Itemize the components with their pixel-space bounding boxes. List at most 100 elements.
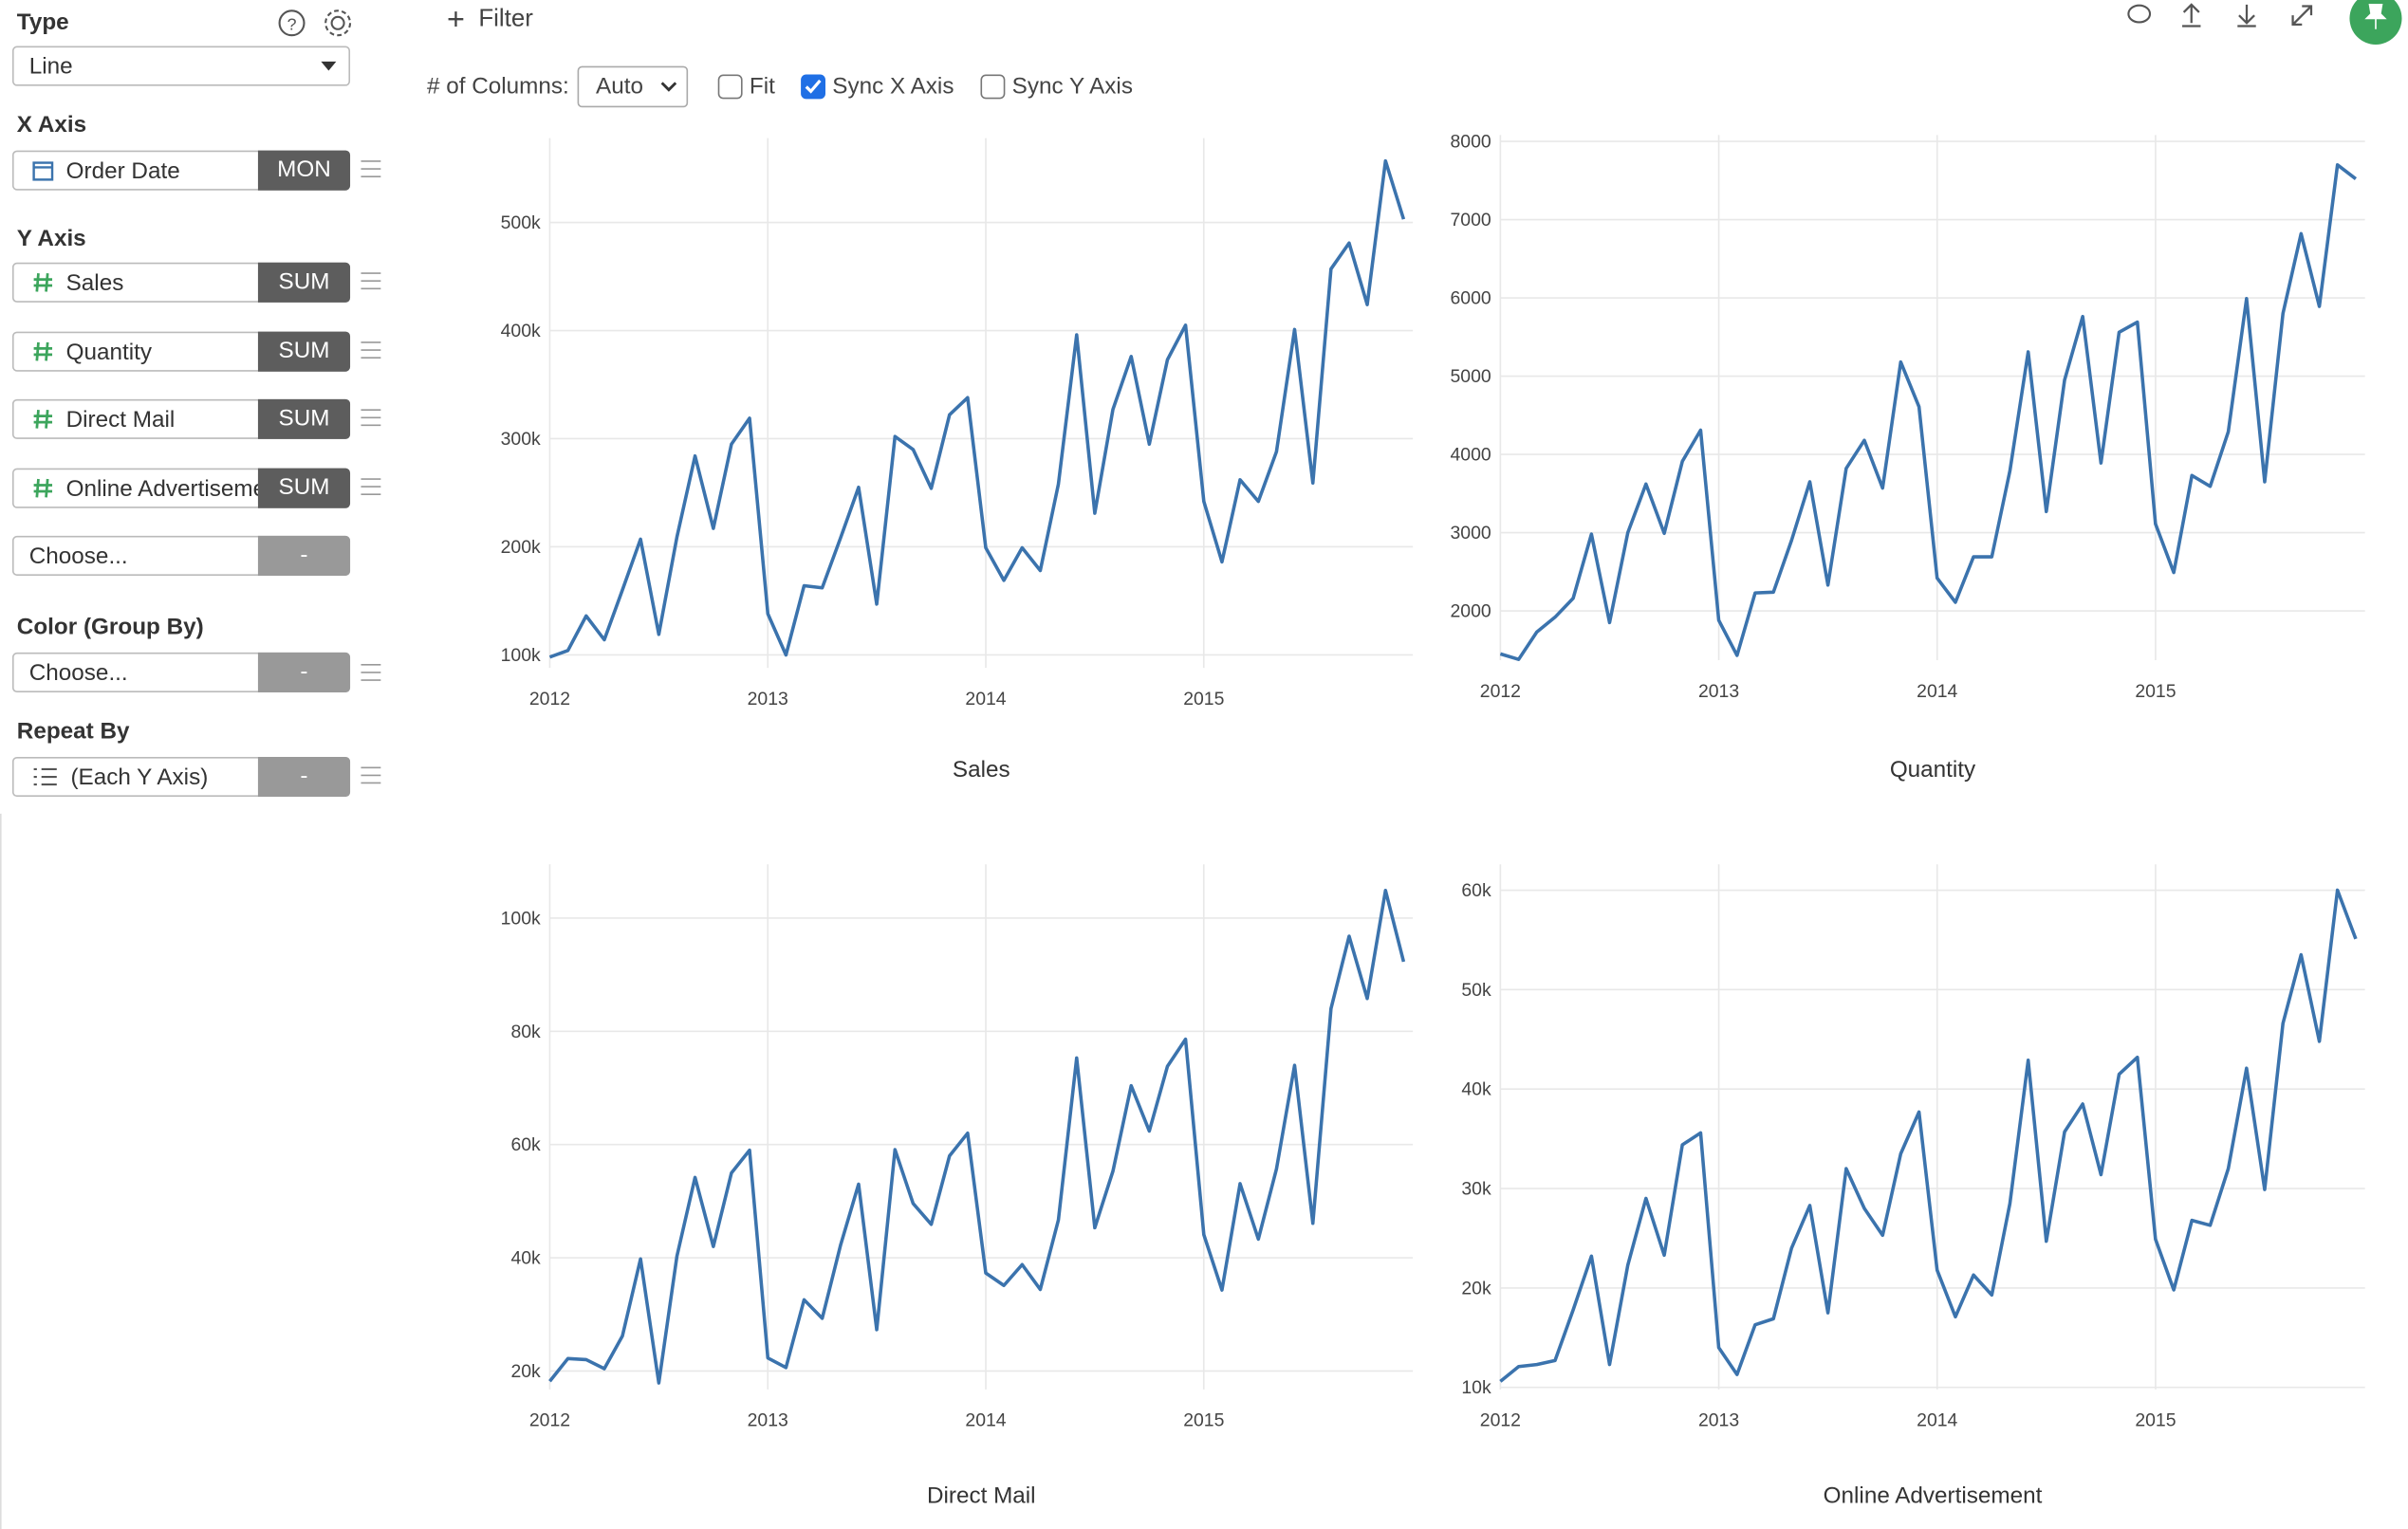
number-icon <box>33 478 53 497</box>
drag-handle[interactable] <box>361 477 381 495</box>
filter-text: Filter <box>478 6 533 32</box>
x-field[interactable]: Order Date MON <box>11 150 351 191</box>
color-label: Color (Group By) <box>16 614 204 640</box>
x-tick-label: 2015 <box>2135 681 2176 702</box>
y-field-name: Choose... <box>28 543 128 570</box>
dropdown-arrow <box>660 82 677 92</box>
drag-handle[interactable] <box>361 341 381 359</box>
data-line <box>1499 163 2358 661</box>
y-field[interactable]: Direct Mail SUM <box>11 398 351 439</box>
y-field[interactable]: Online AdvertisementSUM <box>11 467 351 507</box>
checkbox[interactable] <box>980 74 1007 101</box>
repeat-agg: - <box>257 756 351 798</box>
divider <box>0 813 2 1529</box>
y-field-agg[interactable]: SUM <box>257 467 351 507</box>
y-tick-label: 6000 <box>1450 288 1491 309</box>
number-icon <box>33 341 53 360</box>
handle-lines <box>361 409 381 427</box>
svg-text:?: ? <box>287 15 297 34</box>
chart-title: Sales <box>953 757 1010 783</box>
drag-handle[interactable] <box>361 766 381 784</box>
repeat-field[interactable]: (Each Y Axis) - <box>11 756 351 798</box>
drag-handle[interactable] <box>361 159 381 177</box>
checkbox-label: Fit <box>749 73 775 101</box>
y-field[interactable]: Sales SUM <box>11 262 351 303</box>
x-tick-label: 2014 <box>1917 681 1957 702</box>
y-tick-label: 100k <box>501 908 541 929</box>
chart-title: Online Advertisement <box>1824 1483 2043 1509</box>
y-tick-label: 8000 <box>1450 132 1491 153</box>
filter-button[interactable]: + Filter <box>447 3 533 37</box>
y-tick-label: 40k <box>1461 1079 1491 1100</box>
type-select[interactable]: Line <box>11 46 351 86</box>
type-value: Line <box>28 53 73 81</box>
y-tick-label: 4000 <box>1450 445 1491 466</box>
drag-handle[interactable] <box>361 271 381 290</box>
data-line <box>548 889 1406 1385</box>
x-tick-label: 2015 <box>2135 1410 2176 1431</box>
handle-lines <box>361 341 381 359</box>
data-line <box>548 158 1406 659</box>
y-field-agg: - <box>257 535 351 576</box>
y-field-agg[interactable]: SUM <box>257 398 351 439</box>
y-tick-label: 200k <box>501 537 541 558</box>
number-icon <box>33 272 53 292</box>
checkbox-box <box>717 74 743 100</box>
x-tick-label: 2012 <box>529 1410 570 1431</box>
x-tick-label: 2014 <box>965 1410 1006 1431</box>
color-agg: - <box>257 652 351 692</box>
x-tick-label: 2014 <box>965 689 1006 709</box>
columns-select[interactable]: Auto <box>577 65 689 108</box>
y-tick-label: 20k <box>510 1361 541 1382</box>
drag-handle[interactable] <box>361 663 381 681</box>
y-field[interactable]: Choose... - <box>11 535 351 576</box>
hash <box>33 341 53 360</box>
y-tick-label: 3000 <box>1450 523 1491 543</box>
x-tick-label: 2012 <box>1480 1410 1521 1431</box>
x-agg[interactable]: MON <box>257 150 351 191</box>
y-tick-label: 2000 <box>1450 600 1491 621</box>
y-field-agg[interactable]: SUM <box>257 262 351 303</box>
y-field-agg[interactable]: SUM <box>257 330 351 371</box>
repeat-value: (Each Y Axis) <box>70 764 209 791</box>
number-icon <box>33 410 53 429</box>
y-field[interactable]: Quantity SUM <box>11 330 351 371</box>
y-tick-label: 80k <box>510 1022 541 1042</box>
x-tick-label: 2013 <box>1698 1410 1739 1431</box>
checkbox[interactable] <box>800 74 826 101</box>
color-field[interactable]: Choose... - <box>11 652 351 692</box>
handle-lines <box>361 477 381 495</box>
y-tick-label: 60k <box>510 1134 541 1155</box>
x-tick-label: 2014 <box>1917 1410 1957 1431</box>
columns-label: # of Columns: <box>426 73 569 101</box>
columns-value: Auto <box>596 73 643 101</box>
x-tick-label: 2015 <box>1183 1410 1224 1431</box>
x-tick-label: 2015 <box>1183 689 1224 709</box>
repeat-label: Repeat By <box>16 718 130 746</box>
x-tick-label: 2012 <box>1480 681 1521 702</box>
y-field-name: Direct Mail <box>65 406 176 433</box>
dropdown-arrow <box>321 61 337 71</box>
toolbar-icons[interactable] <box>2120 0 2408 46</box>
chart-title: Direct Mail <box>927 1483 1036 1509</box>
y-tick-label: 500k <box>501 212 541 233</box>
y-tick-label: 7000 <box>1450 210 1491 230</box>
drag-handle[interactable] <box>361 409 381 427</box>
y-tick-label: 40k <box>510 1248 541 1269</box>
y-field-name: Online Advertisement <box>65 474 263 502</box>
x-tick-label: 2012 <box>529 689 570 709</box>
y-tick-label: 30k <box>1461 1179 1491 1200</box>
handle-lines <box>361 272 381 290</box>
checkbox-label: Sync X Axis <box>832 73 954 101</box>
y-tick-label: 5000 <box>1450 366 1491 387</box>
checkbox[interactable] <box>717 74 744 101</box>
type-icons[interactable]: ? <box>276 8 356 38</box>
y-axis-label: Y Axis <box>16 225 86 252</box>
x-axis-label: X Axis <box>16 112 87 138</box>
x-tick-label: 2013 <box>748 689 788 709</box>
color-choose: Choose... <box>28 659 128 687</box>
chart-title: Quantity <box>1890 757 1976 783</box>
